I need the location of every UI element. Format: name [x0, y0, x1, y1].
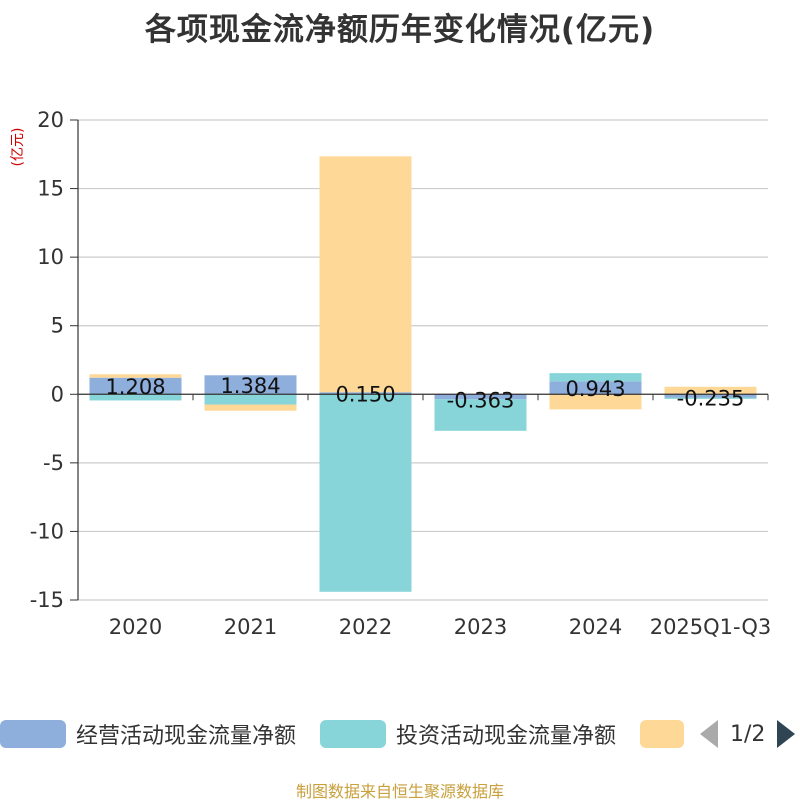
bar-series2-2021[interactable] [204, 404, 297, 411]
bar-series0-2021[interactable] [204, 375, 297, 395]
legend-item-financing[interactable] [640, 712, 684, 756]
data-label-2023: -0.363 [447, 388, 515, 412]
grid-lines [78, 119, 768, 601]
bar-series1-2020[interactable] [89, 394, 182, 401]
y-tick-label: 0 [51, 382, 64, 406]
y-tick-label: -15 [30, 588, 64, 612]
legend-swatch-financing [640, 720, 684, 748]
bar-series0-2022[interactable] [319, 392, 412, 395]
bar-series1-2024[interactable] [549, 373, 642, 382]
legend-next-page-icon[interactable] [777, 720, 796, 748]
data-label-2021: 1.384 [220, 374, 280, 398]
y-tick-label: 10 [37, 245, 64, 269]
bar-series1-2025Q1-Q3[interactable] [664, 397, 757, 399]
bar-series1-2021[interactable] [204, 394, 297, 405]
x-tick-label: 2020 [109, 615, 162, 639]
data-source-note: 制图数据来自恒生聚源数据库 [295, 782, 504, 801]
bar-chart: 20 15 10 5 0 -5 -10 -15 (亿元) 2020 2021 2022 2023 2024… [10, 108, 771, 639]
axes: 20 15 10 5 0 -5 -10 -15 (亿元) 2020 2021 2022 2023 2024… [10, 108, 771, 639]
legend-prev-page-icon[interactable] [700, 720, 718, 748]
y-tick-label: -10 [30, 519, 64, 543]
y-tick-label: 20 [37, 108, 64, 132]
data-label-2025Q1-Q3: -0.235 [677, 387, 745, 411]
bar-series0-2023[interactable] [434, 394, 527, 400]
x-tick-label: 2021 [224, 615, 277, 639]
legend-label-investing: 投资活动现金流量净额 [396, 724, 617, 749]
data-label-2020: 1.208 [105, 375, 165, 399]
x-tick-label: 2022 [339, 615, 392, 639]
bar-series0-2024[interactable] [549, 381, 642, 395]
legend-item-operating[interactable]: 经营活动现金流量净额 [0, 712, 296, 756]
bar-series2-2022[interactable] [319, 156, 412, 393]
bars [89, 156, 757, 592]
bar-series1-2022[interactable] [319, 394, 412, 592]
y-tick-label: 15 [37, 177, 64, 201]
y-tick-label: -5 [43, 451, 64, 475]
data-label-2022: 0.150 [335, 382, 395, 406]
legend-swatch-operating [0, 720, 66, 748]
bar-series2-2020[interactable] [89, 374, 182, 378]
legend-pager: 1/2 [700, 712, 796, 756]
legend-item-investing[interactable]: 投资活动现金流量净额 [320, 712, 616, 756]
bar-series0-2020[interactable] [89, 377, 182, 395]
data-label-2024: 0.943 [565, 377, 625, 401]
legend-label-operating: 经营活动现金流量净额 [76, 724, 297, 749]
chart-title: 各项现金流净额历年变化情况(亿元) [144, 12, 656, 48]
x-tick-label: 2024 [569, 615, 622, 639]
data-labels: 1.208 1.384 0.150 -0.363 0.943 -0.235 [105, 374, 744, 412]
legend-page-indicator: 1/2 [730, 721, 766, 747]
bar-series2-2025Q1-Q3[interactable] [664, 386, 757, 395]
bar-series2-2024[interactable] [549, 394, 642, 410]
legend-swatch-investing [320, 720, 386, 748]
y-axis-unit-label: (亿元) [10, 128, 26, 167]
y-tick-label: 5 [51, 314, 64, 338]
legend: 经营活动现金流量净额 投资活动现金流量净额 1/2 [0, 712, 800, 756]
x-tick-label: 2025Q1-Q3 [650, 615, 772, 639]
bar-series0-2025Q1-Q3[interactable] [664, 394, 757, 398]
bar-series1-2023[interactable] [434, 399, 527, 431]
x-tick-label: 2023 [454, 615, 507, 639]
